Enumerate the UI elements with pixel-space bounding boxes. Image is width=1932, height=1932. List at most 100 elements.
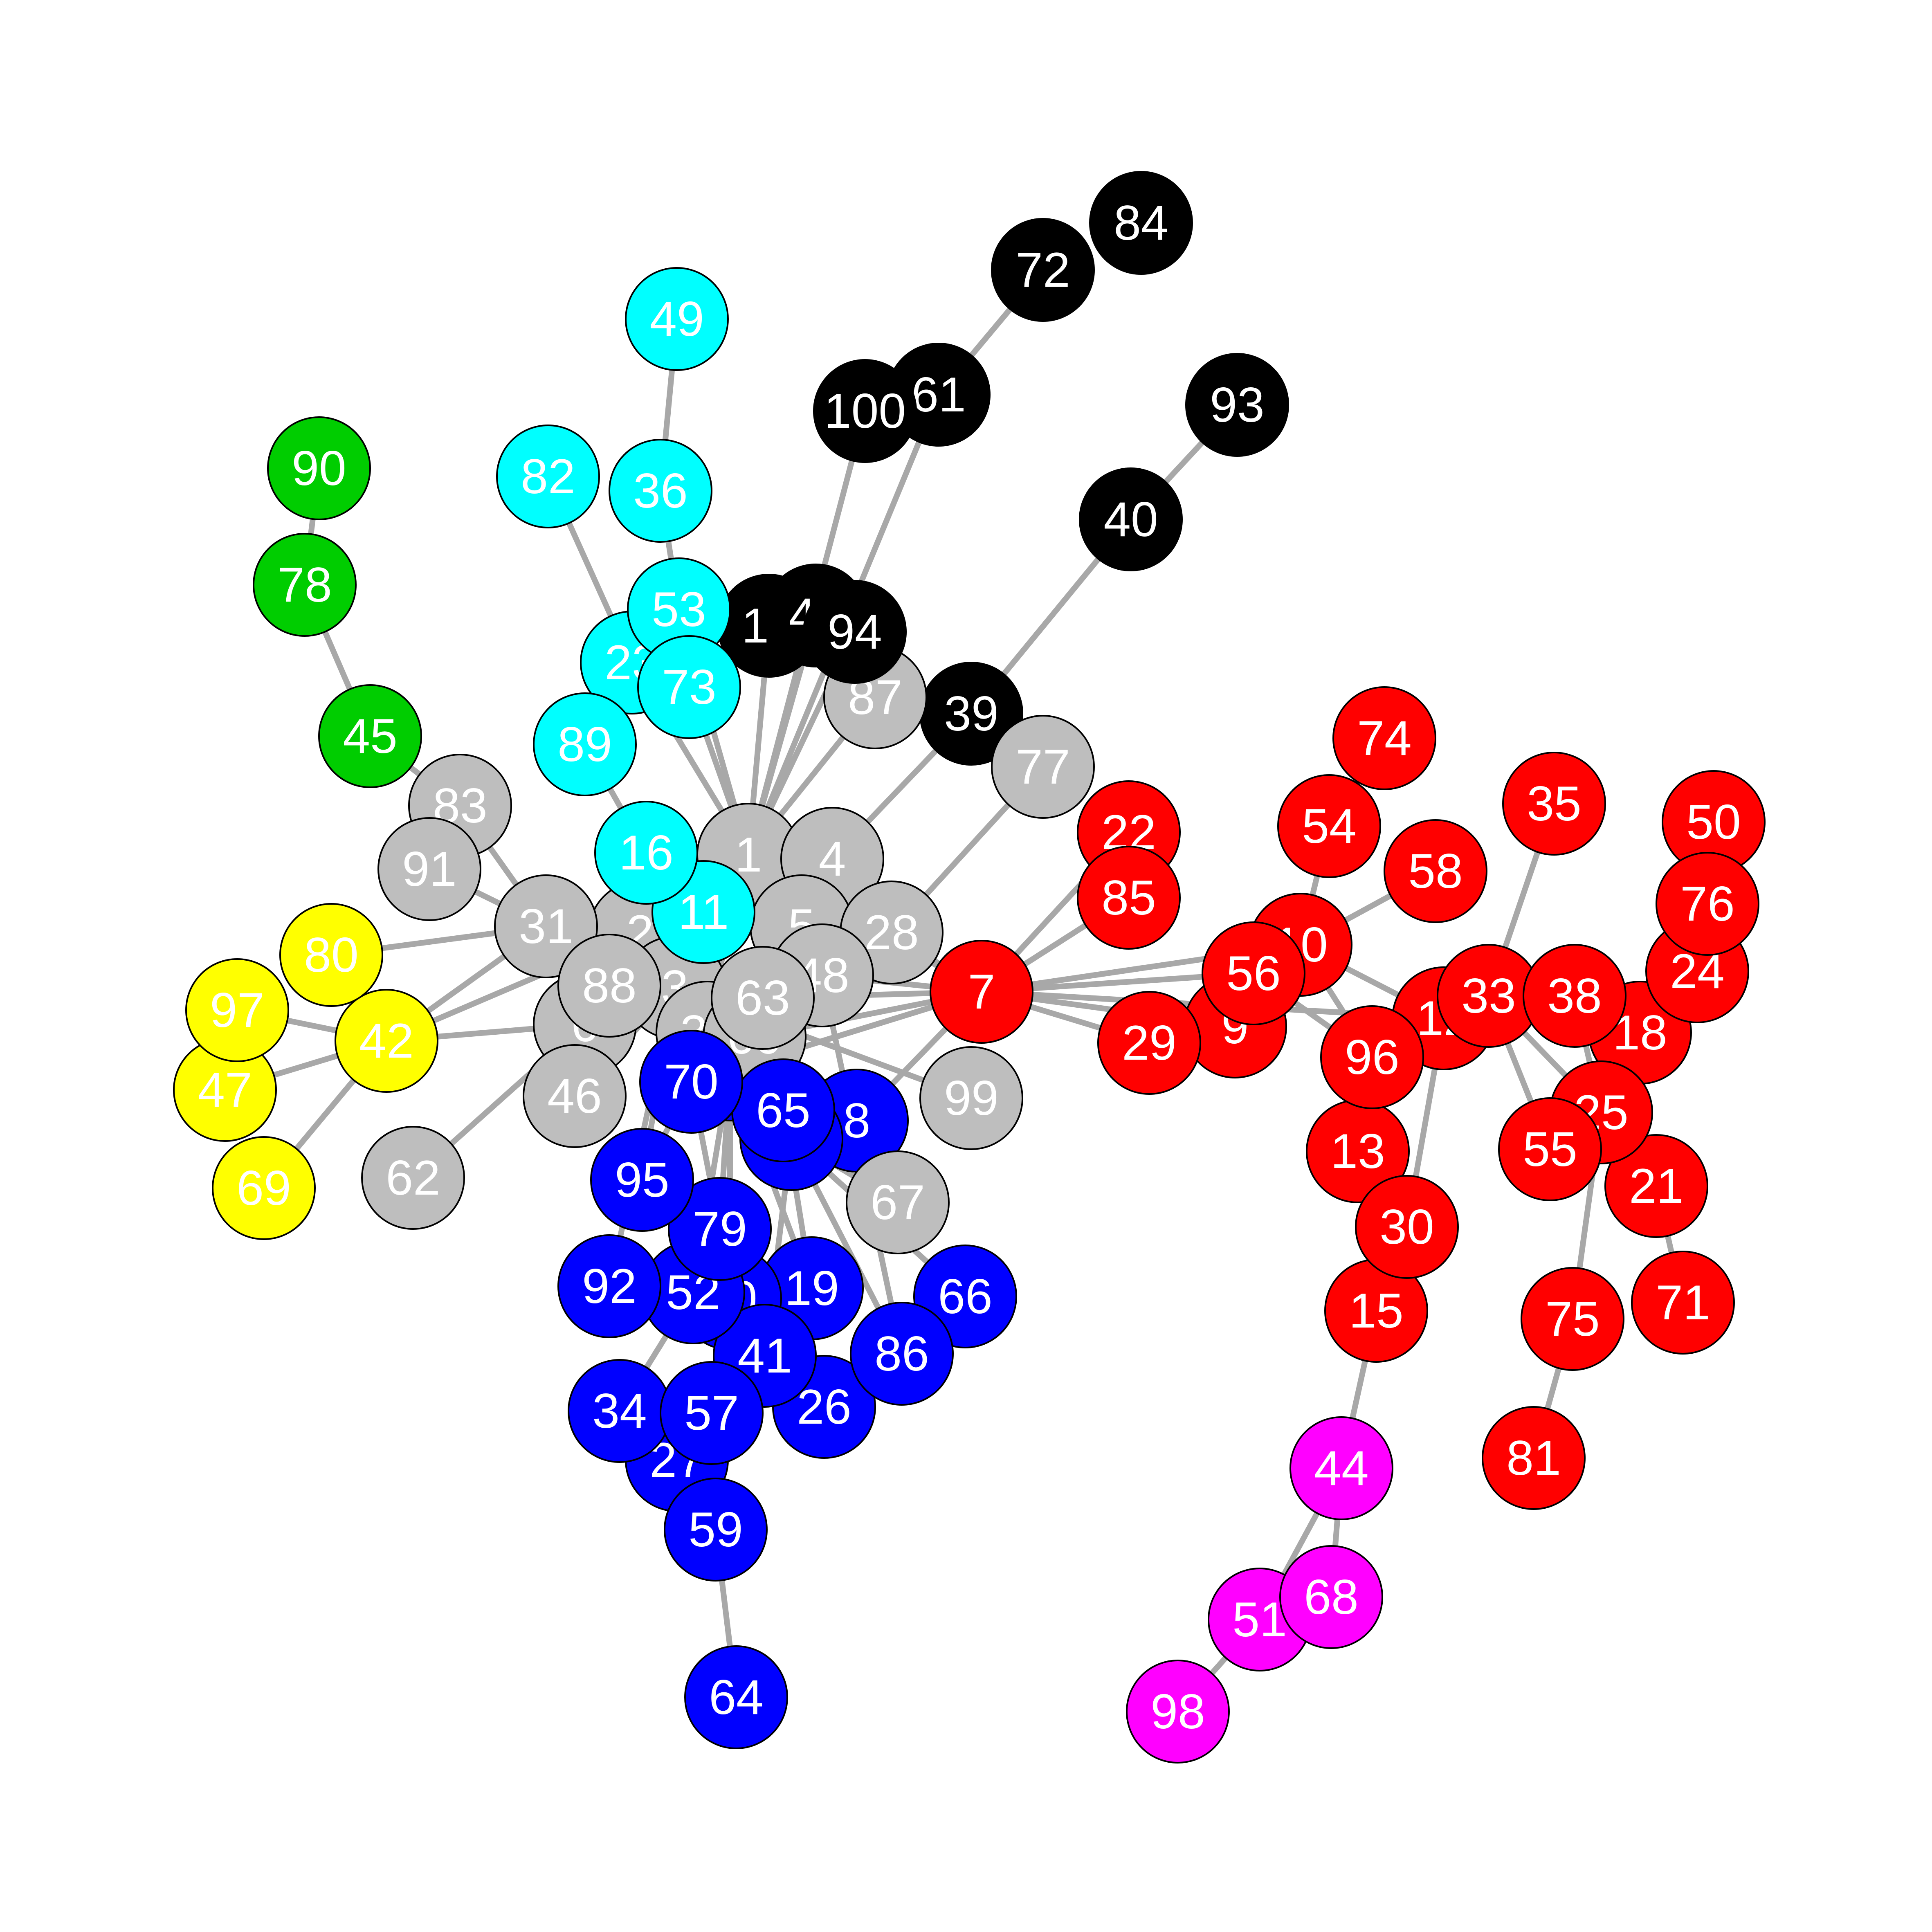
node-76[interactable]: 76 bbox=[1656, 852, 1759, 956]
node-79[interactable]: 79 bbox=[668, 1177, 772, 1281]
node-circle-49[interactable] bbox=[625, 267, 729, 371]
node-circle-59[interactable] bbox=[664, 1478, 768, 1582]
node-40[interactable]: 40 bbox=[1079, 467, 1183, 571]
node-circle-77[interactable] bbox=[991, 715, 1095, 819]
node-81[interactable]: 81 bbox=[1482, 1406, 1586, 1510]
node-73[interactable]: 73 bbox=[637, 635, 741, 739]
node-circle-88[interactable] bbox=[557, 934, 661, 1038]
node-55[interactable]: 55 bbox=[1498, 1097, 1602, 1201]
node-74[interactable]: 74 bbox=[1332, 686, 1436, 790]
node-54[interactable]: 54 bbox=[1277, 774, 1381, 878]
node-94[interactable]: 94 bbox=[803, 580, 907, 684]
node-circle-44[interactable] bbox=[1289, 1416, 1393, 1520]
node-33[interactable]: 33 bbox=[1437, 944, 1541, 1048]
node-circle-91[interactable] bbox=[377, 817, 481, 921]
node-circle-74[interactable] bbox=[1332, 686, 1436, 790]
node-86[interactable]: 86 bbox=[850, 1302, 954, 1406]
node-circle-82[interactable] bbox=[496, 425, 600, 528]
node-7[interactable]: 7 bbox=[930, 940, 1033, 1044]
node-99[interactable]: 99 bbox=[919, 1046, 1023, 1150]
node-circle-56[interactable] bbox=[1202, 921, 1305, 1025]
node-21[interactable]: 21 bbox=[1604, 1134, 1708, 1238]
node-circle-68[interactable] bbox=[1279, 1545, 1383, 1649]
node-68[interactable]: 68 bbox=[1279, 1545, 1383, 1649]
node-circle-38[interactable] bbox=[1523, 944, 1626, 1048]
node-circle-54[interactable] bbox=[1277, 774, 1381, 878]
node-circle-63[interactable] bbox=[711, 946, 815, 1050]
node-circle-35[interactable] bbox=[1502, 752, 1606, 856]
node-39[interactable]: 39 bbox=[919, 662, 1023, 766]
node-29[interactable]: 29 bbox=[1097, 991, 1201, 1095]
node-96[interactable]: 96 bbox=[1320, 1005, 1424, 1109]
node-98[interactable]: 98 bbox=[1126, 1660, 1230, 1764]
node-15[interactable]: 15 bbox=[1324, 1259, 1428, 1363]
node-circle-98[interactable] bbox=[1126, 1660, 1230, 1764]
node-89[interactable]: 89 bbox=[533, 692, 637, 796]
node-80[interactable]: 80 bbox=[279, 903, 383, 1007]
node-47[interactable]: 47 bbox=[173, 1038, 277, 1142]
node-82[interactable]: 82 bbox=[496, 425, 600, 528]
node-circle-73[interactable] bbox=[637, 635, 741, 739]
node-69[interactable]: 69 bbox=[212, 1136, 316, 1240]
node-70[interactable]: 70 bbox=[639, 1030, 743, 1134]
node-circle-67[interactable] bbox=[846, 1150, 950, 1254]
node-75[interactable]: 75 bbox=[1521, 1267, 1624, 1371]
node-circle-69[interactable] bbox=[212, 1136, 316, 1240]
node-circle-71[interactable] bbox=[1631, 1251, 1735, 1355]
node-53[interactable]: 53 bbox=[627, 557, 731, 661]
node-circle-75[interactable] bbox=[1521, 1267, 1624, 1371]
node-36[interactable]: 36 bbox=[609, 439, 712, 543]
node-circle-72[interactable] bbox=[991, 218, 1095, 322]
node-91[interactable]: 91 bbox=[377, 817, 481, 921]
node-62[interactable]: 62 bbox=[361, 1126, 465, 1230]
node-63[interactable]: 63 bbox=[711, 946, 815, 1050]
node-circle-64[interactable] bbox=[684, 1645, 788, 1749]
node-circle-7[interactable] bbox=[930, 940, 1033, 1044]
node-67[interactable]: 67 bbox=[846, 1150, 950, 1254]
node-circle-40[interactable] bbox=[1079, 467, 1183, 571]
node-92[interactable]: 92 bbox=[557, 1234, 661, 1338]
node-58[interactable]: 58 bbox=[1384, 819, 1487, 923]
node-circle-86[interactable] bbox=[850, 1302, 954, 1406]
node-13[interactable]: 13 bbox=[1306, 1099, 1410, 1203]
node-circle-90[interactable] bbox=[267, 416, 371, 520]
node-circle-84[interactable] bbox=[1089, 171, 1193, 275]
node-65[interactable]: 65 bbox=[731, 1058, 835, 1162]
node-circle-42[interactable] bbox=[335, 989, 438, 1093]
node-38[interactable]: 38 bbox=[1523, 944, 1626, 1048]
node-59[interactable]: 59 bbox=[664, 1478, 768, 1582]
node-45[interactable]: 45 bbox=[318, 684, 422, 788]
node-circle-89[interactable] bbox=[533, 692, 637, 796]
node-71[interactable]: 71 bbox=[1631, 1251, 1735, 1355]
node-circle-76[interactable] bbox=[1656, 852, 1759, 956]
node-88[interactable]: 88 bbox=[557, 934, 661, 1038]
node-57[interactable]: 57 bbox=[660, 1361, 764, 1465]
node-85[interactable]: 85 bbox=[1077, 846, 1181, 950]
node-50[interactable]: 50 bbox=[1662, 770, 1766, 874]
node-circle-21[interactable] bbox=[1604, 1134, 1708, 1238]
node-42[interactable]: 42 bbox=[335, 989, 438, 1093]
node-16[interactable]: 16 bbox=[594, 801, 698, 905]
node-circle-78[interactable] bbox=[253, 533, 357, 637]
node-34[interactable]: 34 bbox=[568, 1359, 672, 1463]
node-circle-80[interactable] bbox=[279, 903, 383, 1007]
node-circle-16[interactable] bbox=[594, 801, 698, 905]
node-100[interactable]: 100 bbox=[813, 359, 917, 463]
node-64[interactable]: 64 bbox=[684, 1645, 788, 1749]
node-72[interactable]: 72 bbox=[991, 218, 1095, 322]
node-circle-57[interactable] bbox=[660, 1361, 764, 1465]
node-circle-93[interactable] bbox=[1185, 353, 1289, 457]
node-77[interactable]: 77 bbox=[991, 715, 1095, 819]
node-84[interactable]: 84 bbox=[1089, 171, 1193, 275]
node-circle-97[interactable] bbox=[185, 958, 289, 1062]
node-circle-94[interactable] bbox=[803, 580, 907, 684]
node-44[interactable]: 44 bbox=[1289, 1416, 1393, 1520]
node-circle-81[interactable] bbox=[1482, 1406, 1586, 1510]
node-95[interactable]: 95 bbox=[590, 1128, 694, 1232]
node-78[interactable]: 78 bbox=[253, 533, 357, 637]
node-circle-45[interactable] bbox=[318, 684, 422, 788]
node-97[interactable]: 97 bbox=[185, 958, 289, 1062]
node-circle-36[interactable] bbox=[609, 439, 712, 543]
node-93[interactable]: 93 bbox=[1185, 353, 1289, 457]
node-circle-30[interactable] bbox=[1355, 1175, 1459, 1279]
